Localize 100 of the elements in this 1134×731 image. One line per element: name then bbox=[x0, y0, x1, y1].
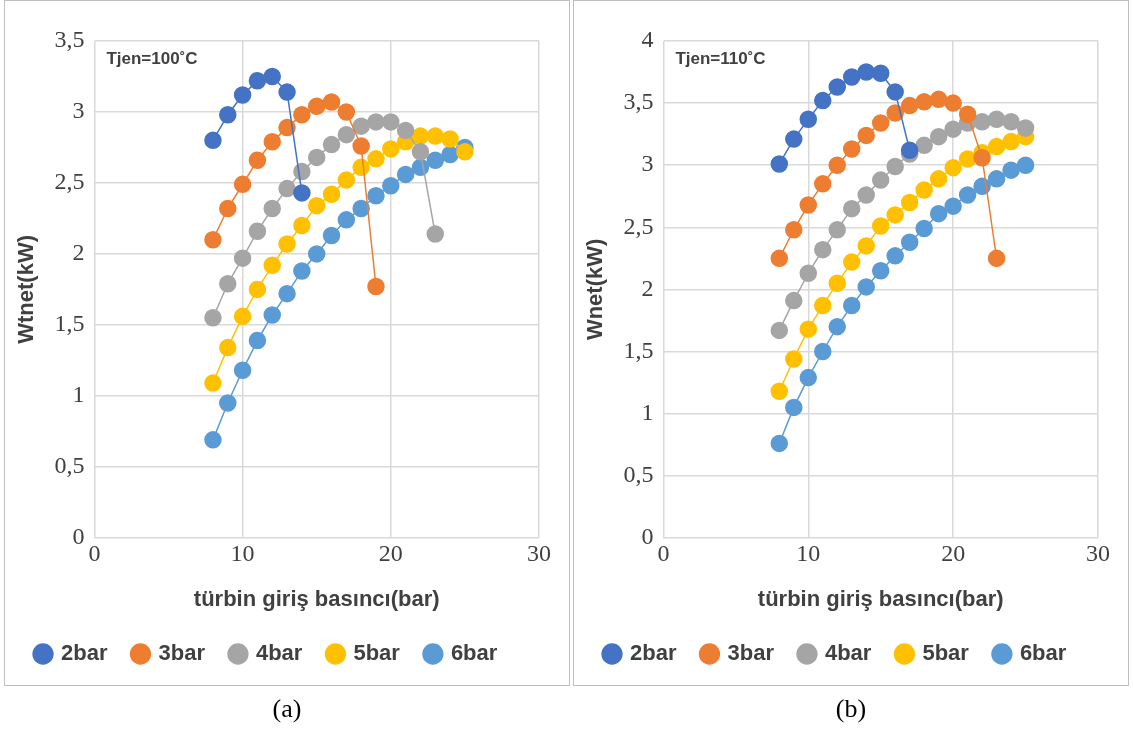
point bbox=[886, 157, 904, 176]
point bbox=[785, 398, 803, 417]
y-tick-label: 1 bbox=[641, 398, 654, 425]
point bbox=[426, 151, 445, 169]
x-tick-label: 30 bbox=[527, 540, 551, 567]
point bbox=[278, 235, 296, 253]
point bbox=[263, 133, 281, 151]
point bbox=[799, 110, 818, 128]
point bbox=[814, 175, 832, 193]
point bbox=[352, 199, 370, 218]
point bbox=[204, 309, 222, 327]
y-axis-title: Wtnet(kW) bbox=[13, 235, 39, 344]
point bbox=[871, 114, 890, 132]
point bbox=[799, 264, 818, 282]
legend-label: 5bar bbox=[922, 640, 970, 666]
point bbox=[352, 117, 370, 135]
point bbox=[248, 222, 267, 240]
point bbox=[219, 106, 237, 124]
point bbox=[456, 142, 474, 161]
y-tick-label: 3,5 bbox=[54, 26, 85, 53]
point bbox=[842, 68, 861, 86]
point bbox=[857, 186, 875, 204]
point bbox=[293, 106, 311, 124]
annotation: Tjen=100˚C bbox=[106, 49, 198, 69]
point bbox=[929, 204, 948, 223]
point bbox=[233, 307, 252, 326]
legend-label: 2bar bbox=[61, 640, 108, 666]
point bbox=[828, 78, 846, 96]
y-tick-label: 1,5 bbox=[54, 310, 85, 337]
legend-label: 4bar bbox=[824, 640, 872, 666]
legend-label: 5bar bbox=[353, 640, 401, 666]
point bbox=[382, 177, 400, 195]
point bbox=[293, 262, 311, 280]
point bbox=[1016, 119, 1035, 137]
point bbox=[233, 175, 252, 194]
y-tick-label: 3,5 bbox=[623, 88, 654, 115]
point bbox=[886, 247, 904, 265]
point bbox=[944, 120, 962, 138]
point bbox=[396, 121, 415, 140]
point bbox=[871, 171, 890, 189]
point bbox=[367, 277, 385, 296]
point bbox=[219, 394, 237, 412]
point bbox=[382, 140, 400, 158]
point bbox=[307, 97, 326, 116]
legend-label: 3bar bbox=[158, 640, 206, 666]
point bbox=[263, 199, 281, 218]
point bbox=[871, 64, 890, 83]
point bbox=[828, 156, 846, 174]
point bbox=[233, 361, 252, 380]
x-tick-label: 10 bbox=[230, 540, 255, 567]
point bbox=[263, 256, 281, 275]
point bbox=[944, 158, 962, 177]
point bbox=[828, 221, 846, 239]
point bbox=[944, 94, 962, 112]
x-tick-label: 20 bbox=[378, 540, 403, 567]
point bbox=[441, 130, 459, 148]
point bbox=[973, 149, 991, 167]
point bbox=[842, 199, 861, 218]
point bbox=[814, 342, 832, 361]
y-tick-label: 2,5 bbox=[54, 168, 85, 195]
y-tick-label: 0 bbox=[72, 523, 85, 550]
legend-label: 4bar bbox=[255, 640, 303, 666]
point bbox=[770, 321, 789, 340]
point bbox=[382, 113, 400, 131]
point bbox=[219, 338, 237, 357]
point bbox=[900, 193, 919, 212]
point bbox=[842, 253, 861, 271]
point bbox=[278, 83, 296, 101]
point bbox=[396, 165, 415, 184]
point bbox=[958, 186, 977, 204]
point bbox=[1002, 132, 1020, 151]
point bbox=[204, 131, 222, 150]
point bbox=[337, 103, 356, 121]
point bbox=[915, 219, 933, 238]
point bbox=[929, 127, 948, 146]
point bbox=[293, 184, 311, 202]
point bbox=[799, 368, 818, 387]
point bbox=[857, 237, 875, 255]
point bbox=[886, 83, 904, 101]
point bbox=[1002, 161, 1020, 179]
y-tick-label: 3 bbox=[72, 97, 85, 124]
point bbox=[987, 137, 1006, 156]
point bbox=[233, 86, 252, 104]
point bbox=[929, 170, 948, 188]
point bbox=[987, 110, 1006, 128]
point bbox=[915, 181, 933, 199]
point bbox=[900, 141, 919, 160]
point bbox=[900, 233, 919, 251]
point bbox=[263, 306, 281, 324]
text: (a) bbox=[271, 694, 303, 724]
point bbox=[233, 249, 252, 267]
point bbox=[958, 105, 977, 124]
y-tick-label: 2 bbox=[72, 239, 85, 266]
point bbox=[337, 171, 356, 189]
point bbox=[814, 296, 832, 315]
point bbox=[307, 245, 326, 263]
point bbox=[785, 221, 803, 239]
point bbox=[367, 113, 385, 131]
point bbox=[337, 125, 356, 144]
point bbox=[411, 142, 430, 161]
